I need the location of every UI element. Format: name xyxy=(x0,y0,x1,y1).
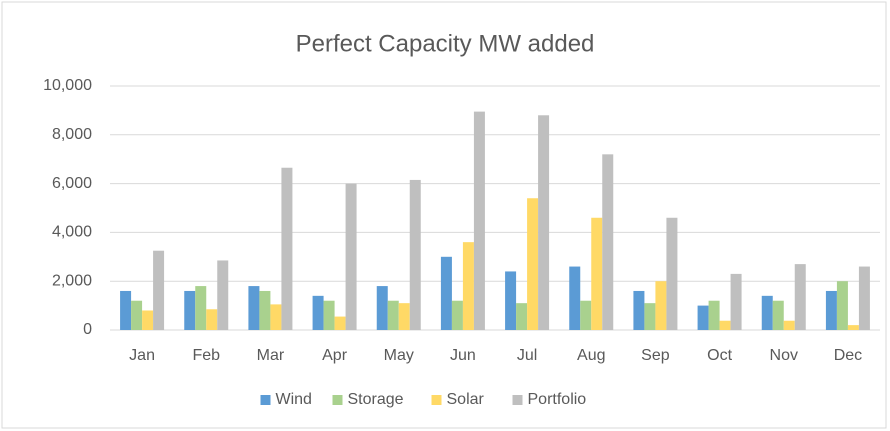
x-tick-label: Apr xyxy=(322,347,348,364)
bar xyxy=(591,217,603,330)
chart-title: Perfect Capacity MW added xyxy=(296,30,595,57)
bar xyxy=(259,290,271,330)
bar xyxy=(655,281,667,330)
y-tick-label: 10,000 xyxy=(43,77,92,94)
x-tick-label: Feb xyxy=(192,347,220,364)
bar xyxy=(794,264,806,330)
bar xyxy=(270,304,282,330)
y-tick-label: 0 xyxy=(83,321,92,338)
bar xyxy=(719,320,731,330)
bar xyxy=(708,300,720,330)
x-tick-label: Mar xyxy=(257,347,285,364)
bar xyxy=(836,281,848,330)
legend-swatch xyxy=(431,395,442,405)
y-tick-label: 6,000 xyxy=(52,175,92,192)
x-tick-label: Sep xyxy=(641,347,670,364)
bar xyxy=(858,266,870,330)
bar xyxy=(398,303,410,330)
bar xyxy=(440,256,452,330)
bar xyxy=(697,305,709,330)
legend-label: Solar xyxy=(447,391,485,408)
bar xyxy=(772,300,784,330)
x-tick-label: Dec xyxy=(834,347,862,364)
bar xyxy=(131,300,143,330)
bar xyxy=(644,303,656,330)
bar xyxy=(142,310,154,330)
y-tick-label: 2,000 xyxy=(52,272,92,289)
bar xyxy=(345,183,357,330)
bar xyxy=(120,290,132,330)
legend-label: Portfolio xyxy=(528,391,587,408)
legend-label: Wind xyxy=(276,391,312,408)
legend-label: Storage xyxy=(348,391,404,408)
bar xyxy=(409,179,421,330)
bar xyxy=(633,290,645,330)
bar xyxy=(847,325,859,330)
x-tick-label: Jan xyxy=(129,347,155,364)
bar xyxy=(376,286,388,330)
x-tick-label: Jun xyxy=(450,347,476,364)
bar xyxy=(451,300,463,330)
bar xyxy=(312,295,324,330)
bar xyxy=(527,198,539,330)
x-tick-label: Jul xyxy=(517,347,537,364)
bar xyxy=(248,286,260,330)
bar xyxy=(516,303,528,330)
bar xyxy=(825,290,837,330)
x-tick-label: May xyxy=(384,347,414,364)
bar xyxy=(195,286,207,330)
x-tick-label: Oct xyxy=(707,347,732,364)
bar xyxy=(323,300,335,330)
bar xyxy=(206,309,218,330)
legend-swatch xyxy=(512,395,523,405)
bar xyxy=(473,111,485,331)
bar xyxy=(217,260,229,330)
y-tick-label: 8,000 xyxy=(52,126,92,143)
bar xyxy=(538,115,550,330)
bar xyxy=(730,273,742,330)
bar xyxy=(281,167,293,330)
bar xyxy=(334,316,346,330)
legend-swatch xyxy=(260,395,271,405)
bar xyxy=(666,217,678,330)
bar xyxy=(569,266,581,330)
x-tick-label: Nov xyxy=(770,347,798,364)
bar xyxy=(184,290,196,330)
bar xyxy=(580,300,592,330)
y-tick-label: 4,000 xyxy=(52,224,92,241)
bar xyxy=(462,242,474,330)
bar xyxy=(761,295,773,330)
bar xyxy=(505,271,517,330)
bar xyxy=(783,320,795,330)
bar xyxy=(387,300,399,330)
legend-swatch xyxy=(332,395,343,405)
bar xyxy=(153,250,165,330)
x-tick-label: Aug xyxy=(577,347,605,364)
bar xyxy=(602,154,614,330)
